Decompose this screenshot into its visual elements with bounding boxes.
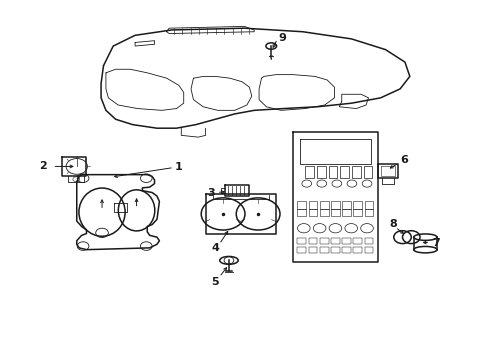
Bar [342, 247, 350, 253]
Bar [316, 166, 325, 178]
Text: 8: 8 [388, 219, 396, 229]
Bar [330, 202, 339, 209]
Bar [319, 208, 328, 216]
Bar [364, 238, 372, 244]
Bar [308, 202, 317, 209]
Bar [353, 238, 362, 244]
Bar [305, 166, 313, 178]
Bar [319, 247, 328, 253]
Bar [297, 247, 305, 253]
Text: 2: 2 [39, 161, 46, 171]
Bar [363, 166, 372, 178]
Bar [342, 238, 350, 244]
Bar [364, 208, 372, 216]
Bar [330, 238, 339, 244]
Text: 3: 3 [207, 188, 215, 198]
Bar [342, 208, 350, 216]
Text: 4: 4 [211, 243, 219, 253]
Bar [308, 208, 317, 216]
Bar [353, 247, 362, 253]
Bar [364, 202, 372, 209]
Bar [353, 208, 362, 216]
Bar [330, 247, 339, 253]
Bar [328, 166, 337, 178]
Text: 7: 7 [432, 238, 440, 248]
Text: 6: 6 [399, 156, 407, 165]
Bar [319, 238, 328, 244]
Bar [297, 208, 305, 216]
Text: 1: 1 [175, 162, 183, 172]
Bar [340, 166, 348, 178]
Bar [351, 166, 360, 178]
Bar [297, 238, 305, 244]
Bar [342, 202, 350, 209]
Text: 5: 5 [211, 277, 219, 287]
Text: 9: 9 [278, 33, 286, 43]
Bar [297, 202, 305, 209]
Bar [308, 247, 317, 253]
Bar [330, 208, 339, 216]
Bar [353, 202, 362, 209]
Bar [364, 247, 372, 253]
Bar [319, 202, 328, 209]
Bar [308, 238, 317, 244]
